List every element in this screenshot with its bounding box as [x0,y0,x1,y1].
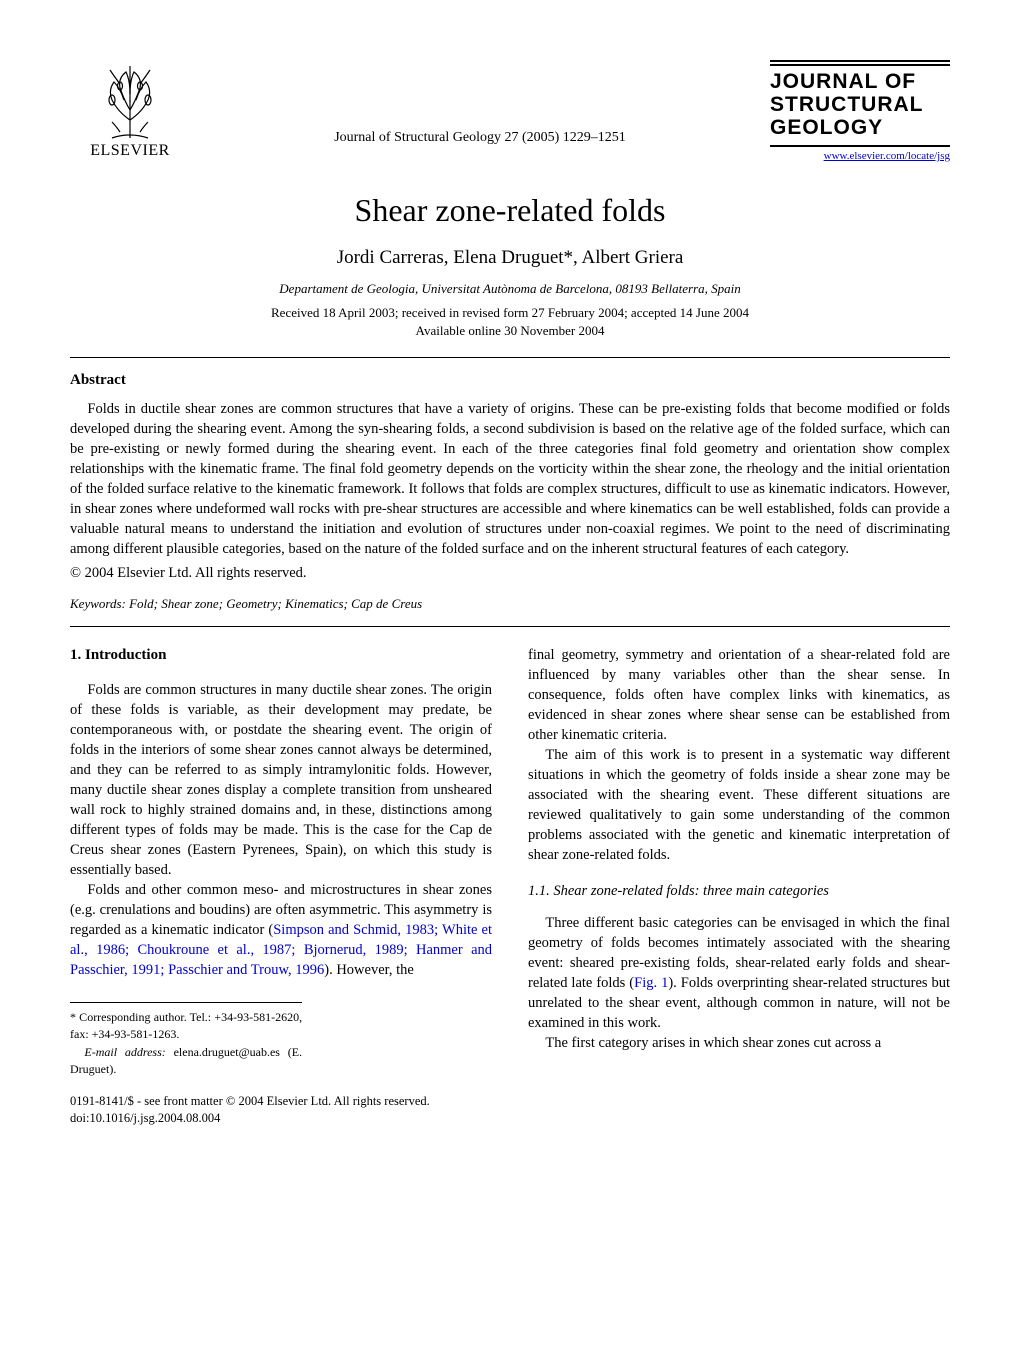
front-matter-line: 0191-8141/$ - see front matter © 2004 El… [70,1093,492,1110]
abstract-body: Folds in ductile shear zones are common … [70,399,950,559]
front-matter: 0191-8141/$ - see front matter © 2004 El… [70,1093,492,1128]
paragraph: Three different basic categories can be … [528,913,950,1033]
paragraph-text: ). However, the [324,962,414,978]
available-online-date: Available online 30 November 2004 [70,323,950,339]
right-column: final geometry, symmetry and orientation… [528,645,950,1127]
divider [70,357,950,358]
email-label: E-mail address: [84,1045,165,1059]
keywords: Keywords: Fold; Shear zone; Geometry; Ki… [70,596,950,612]
keywords-label: Keywords: [70,596,126,611]
affiliation: Departament de Geologia, Universitat Aut… [70,281,950,297]
journal-logo-box: JOURNAL OF STRUCTURAL GEOLOGY www.elsevi… [770,60,950,162]
email-line: E-mail address: elena.druguet@uab.es (E.… [70,1044,302,1077]
divider [770,60,950,62]
journal-logo-line2: STRUCTURAL [770,93,950,116]
paragraph: Folds are common structures in many duct… [70,680,492,880]
journal-link[interactable]: www.elsevier.com/locate/jsg [824,150,950,162]
figure-reference[interactable]: Fig. 1 [634,975,668,991]
received-dates: Received 18 April 2003; received in revi… [70,305,950,321]
abstract-copyright: © 2004 Elsevier Ltd. All rights reserved… [70,565,950,582]
abstract-heading: Abstract [70,372,950,389]
keywords-text: Fold; Shear zone; Geometry; Kinematics; … [126,596,422,611]
paragraph: final geometry, symmetry and orientation… [528,645,950,745]
journal-reference: Journal of Structural Geology 27 (2005) … [190,60,770,146]
footnotes: * Corresponding author. Tel.: +34-93-581… [70,1002,302,1077]
divider [770,64,950,66]
journal-logo-line3: GEOLOGY [770,116,950,139]
elsevier-tree-icon [90,60,170,140]
authors: Jordi Carreras, Elena Druguet*, Albert G… [70,247,950,269]
left-column: 1. Introduction Folds are common structu… [70,645,492,1127]
corresponding-author: * Corresponding author. Tel.: +34-93-581… [70,1009,302,1042]
two-column-body: 1. Introduction Folds are common structu… [70,645,950,1127]
paragraph: The first category arises in which shear… [528,1033,950,1053]
publisher-name: ELSEVIER [90,142,170,160]
section-heading: 1. Introduction [70,645,492,666]
publisher-logo: ELSEVIER [70,60,190,160]
divider [70,626,950,627]
title-block: Shear zone-related folds Jordi Carreras,… [70,192,950,339]
doi-line: doi:10.1016/j.jsg.2004.08.004 [70,1110,492,1127]
header-row: ELSEVIER Journal of Structural Geology 2… [70,60,950,162]
paragraph: Folds and other common meso- and microst… [70,880,492,980]
subsection-heading: 1.1. Shear zone-related folds: three mai… [528,881,950,901]
paragraph: The aim of this work is to present in a … [528,745,950,865]
paper-title: Shear zone-related folds [70,192,950,229]
journal-link-row: www.elsevier.com/locate/jsg [770,145,950,162]
journal-logo-line1: JOURNAL OF [770,70,950,93]
